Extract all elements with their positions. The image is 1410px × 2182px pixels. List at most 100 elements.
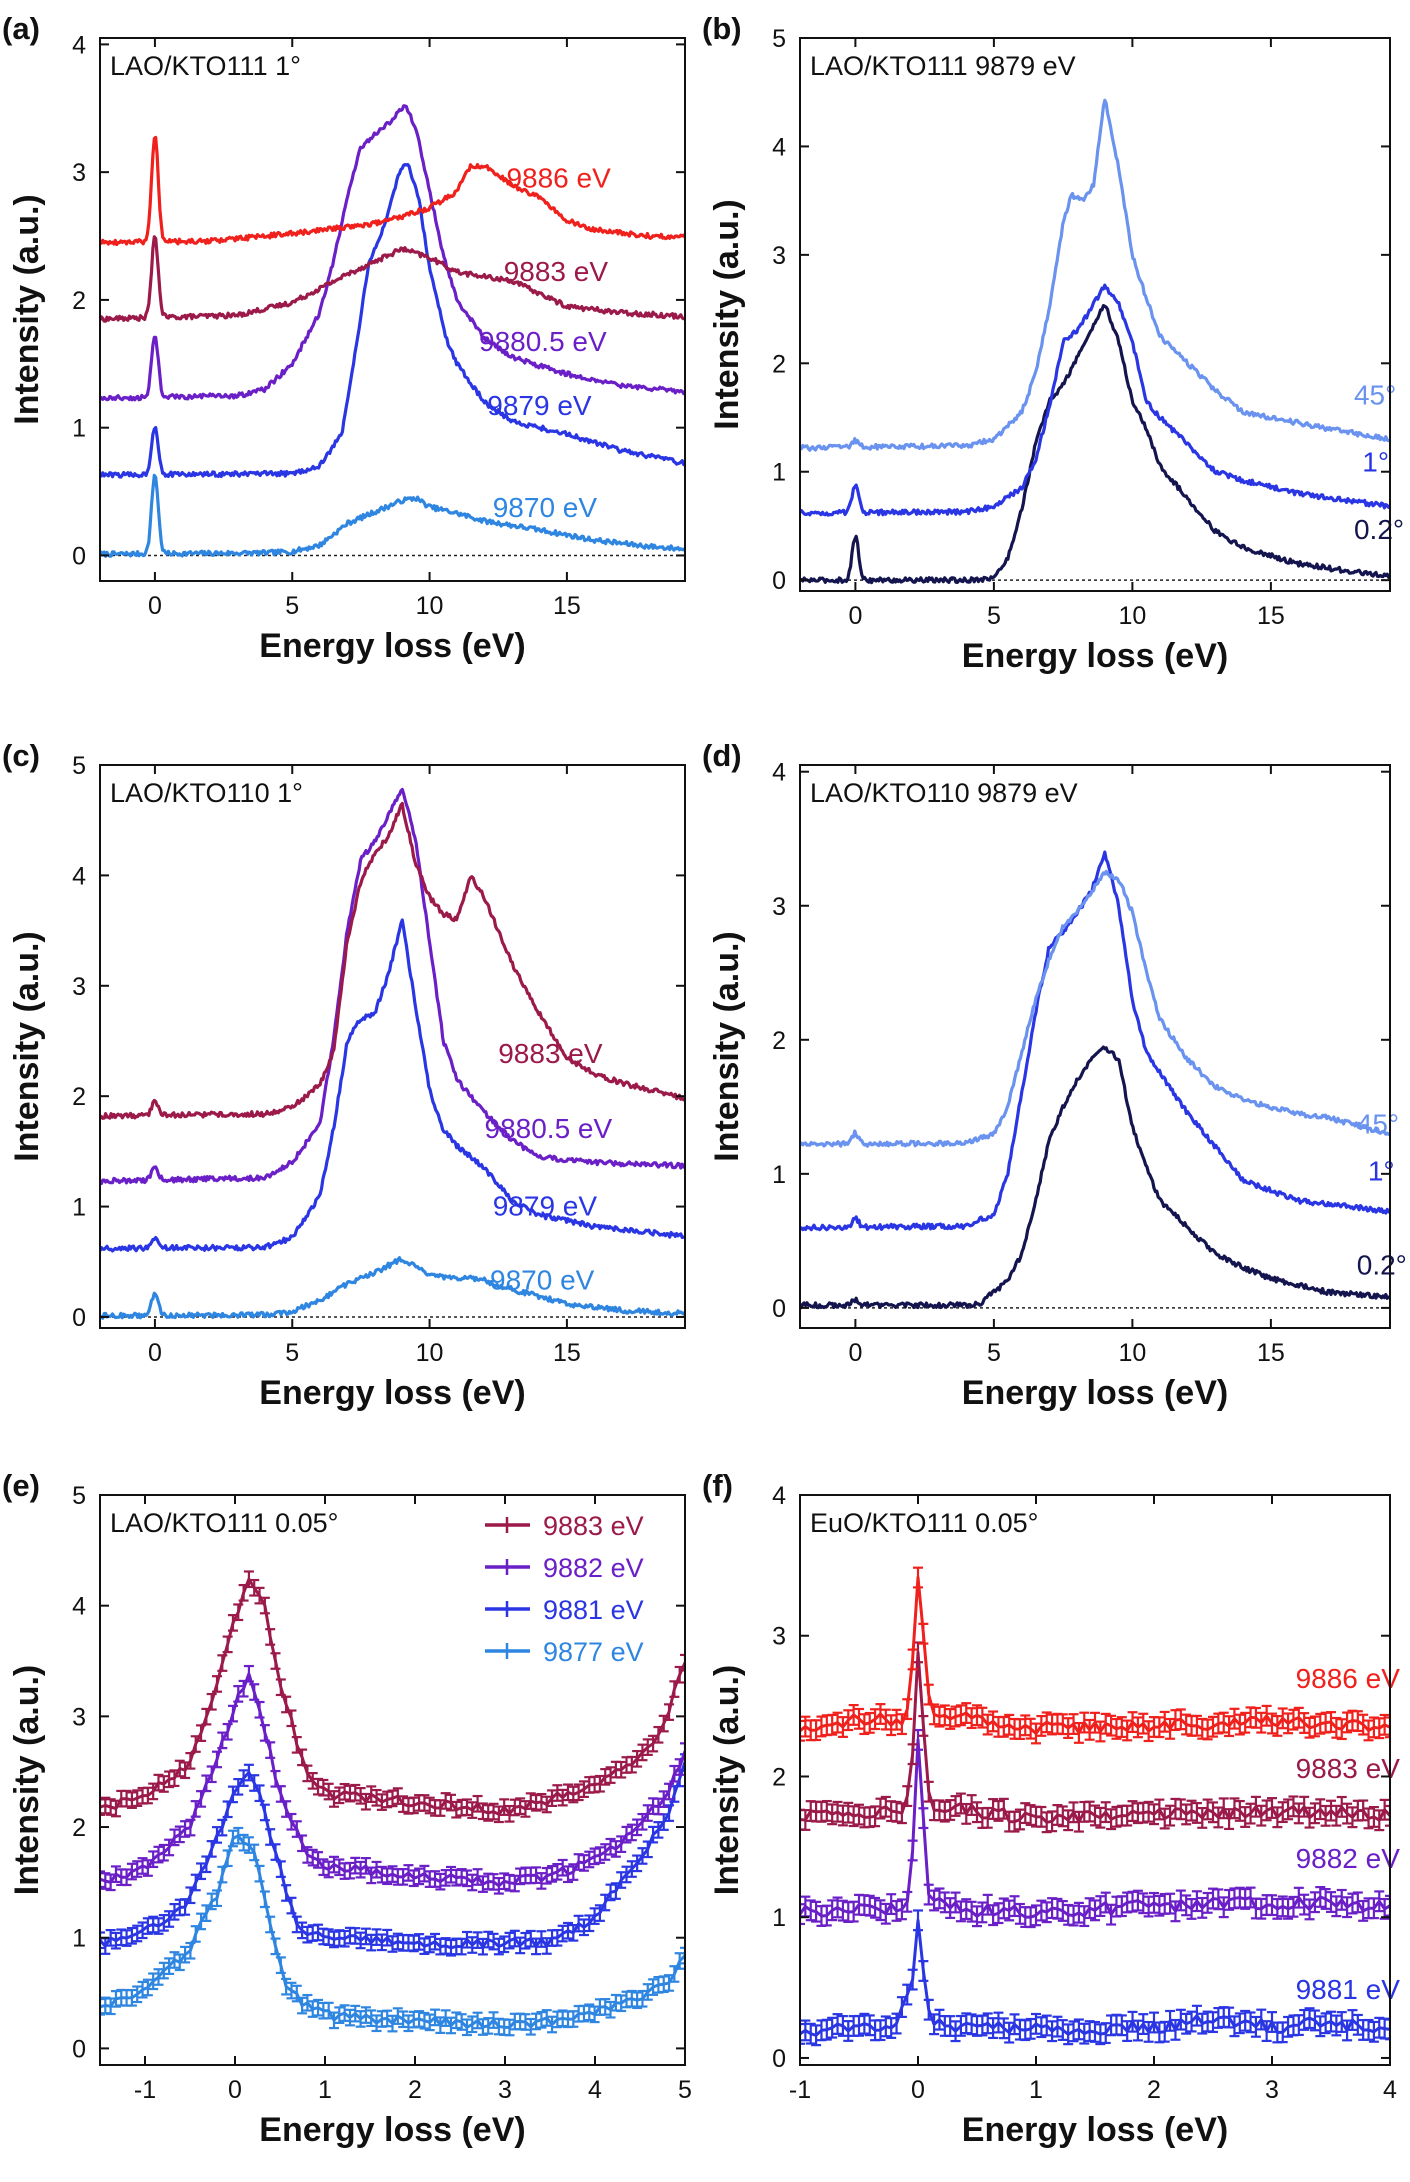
series-line-9870-eV: [100, 473, 685, 558]
x-tick-label: 3: [1265, 2076, 1279, 2104]
x-tick-label: 4: [588, 2076, 602, 2104]
series-line-1-: [800, 850, 1390, 1232]
y-tick-label: 0: [72, 2035, 86, 2063]
y-tick-label: 0: [72, 542, 86, 570]
series-label-0-2-: 0.2°: [1354, 514, 1404, 545]
y-axis-label: Intensity (a.u.): [8, 194, 46, 424]
series-label-9883-eV: 9883 eV: [498, 1038, 603, 1069]
panel-title: LAO/KTO111 1°: [110, 51, 301, 81]
series-label-0-2-: 0.2°: [1357, 1249, 1407, 1280]
errorbars-9881-eV: [100, 1753, 685, 1957]
panel-letter: (e): [2, 1468, 40, 1503]
panel-title: EuO/KTO111 0.05°: [810, 1508, 1038, 1538]
y-axis-label: Intensity (a.u.): [708, 199, 746, 429]
y-axis-label: Intensity (a.u.): [708, 931, 746, 1161]
y-tick-label: 0: [772, 567, 786, 595]
legend-label: 9882 eV: [543, 1553, 644, 1583]
errorbars-9883-eV: [100, 1570, 685, 1824]
x-tick-label: 0: [911, 2076, 925, 2104]
series-label-9879-eV: 9879 eV: [487, 390, 592, 421]
y-tick-label: 4: [72, 862, 86, 890]
panel-a: 9870 eV 9879 eV 9880.5 eV 9883 eV 9886 eV 0 5 1…: [2, 11, 686, 665]
series-line-9883-eV: [100, 801, 685, 1120]
errorbars-9882-eV: [800, 1728, 1390, 1929]
legend-label: 9883 eV: [543, 1511, 644, 1541]
panel-letter: (f): [702, 1468, 733, 1503]
series-label-9870-eV: 9870 eV: [490, 1264, 595, 1295]
y-tick-label: 1: [72, 415, 86, 443]
y-tick-label: 1: [72, 1925, 86, 1953]
x-tick-label: 10: [416, 1339, 444, 1367]
series-line-9886-eV: [100, 135, 685, 247]
x-axis-label: Energy loss (eV): [962, 2111, 1228, 2149]
x-tick-label: 4: [1383, 2076, 1397, 2104]
errorbars-9881-eV: [800, 1909, 1390, 2047]
panel-c: 9870 eV 9879 eV 9880.5 eV 9883 eV 0 5 10 15 0 1 2 3…: [2, 738, 686, 1412]
x-tick-label: 0: [148, 1339, 162, 1367]
y-tick-label: 5: [772, 25, 786, 53]
y-tick-label: 3: [772, 1623, 786, 1651]
series-line-9880-5-eV: [100, 104, 685, 402]
plot-frame: [799, 764, 1391, 1329]
y-tick-label: 1: [772, 459, 786, 487]
series-label-45-: 45°: [1357, 1109, 1399, 1140]
x-tick-label: 10: [1118, 602, 1146, 630]
x-tick-label: -1: [134, 2076, 156, 2104]
x-tick-label: 0: [848, 602, 862, 630]
series-label-9879-eV: 9879 eV: [493, 1190, 598, 1221]
plot-frame: [799, 1494, 1391, 2066]
panel-letter: (c): [2, 738, 40, 773]
series-label-9881-eV: 9881 eV: [1296, 1974, 1401, 2005]
series-label-9882-eV: 9882 eV: [1296, 1843, 1401, 1874]
series-group: [100, 1570, 685, 2037]
x-tick-label: 15: [1257, 602, 1285, 630]
y-tick-label: 2: [772, 1763, 786, 1791]
x-tick-label: 0: [848, 1339, 862, 1367]
errorbars-9883-eV: [800, 1641, 1390, 1834]
series-line-9883-eV: [100, 235, 685, 323]
y-tick-label: 4: [772, 133, 786, 161]
x-tick-label: 10: [1118, 1339, 1146, 1367]
errorbars-9886-eV: [800, 1566, 1390, 1745]
series-label-9883-eV: 9883 eV: [504, 256, 609, 287]
plot-frame: [99, 1494, 686, 2066]
y-tick-label: 2: [72, 1083, 86, 1111]
series-line-9870-eV: [100, 1256, 685, 1320]
errorbars-9882-eV: [100, 1664, 685, 1895]
series-line-0-2-: [800, 304, 1390, 585]
series-group: [100, 787, 685, 1320]
x-tick-label: 0: [148, 592, 162, 620]
y-tick-label: 0: [772, 1295, 786, 1323]
x-tick-label: 15: [1257, 1339, 1285, 1367]
series-line-9879-eV: [100, 163, 685, 479]
y-tick-label: 3: [772, 893, 786, 921]
y-tick-label: 5: [72, 752, 86, 780]
legend: 9883 eV 9882 eV 9881 eV 9877 eV: [485, 1511, 644, 1667]
x-tick-label: -1: [789, 2076, 811, 2104]
y-axis-label: Intensity (a.u.): [8, 931, 46, 1161]
x-axis-label: Energy loss (eV): [962, 637, 1228, 675]
y-tick-label: 1: [772, 1161, 786, 1189]
x-tick-label: 5: [987, 602, 1001, 630]
x-tick-label: 15: [553, 1339, 581, 1367]
y-tick-label: 2: [772, 1027, 786, 1055]
x-tick-label: 15: [553, 592, 581, 620]
x-tick-label: 3: [498, 2076, 512, 2104]
y-tick-label: 2: [72, 287, 86, 315]
y-tick-label: 2: [72, 1814, 86, 1842]
plot-frame: [99, 37, 686, 582]
y-tick-label: 4: [772, 759, 786, 787]
x-tick-label: 2: [1147, 2076, 1161, 2104]
y-tick-label: 2: [772, 350, 786, 378]
y-tick-label: 3: [72, 159, 86, 187]
y-tick-label: 3: [772, 242, 786, 270]
panel-letter: (d): [702, 738, 742, 773]
x-tick-label: 10: [416, 592, 444, 620]
x-tick-label: 5: [285, 592, 299, 620]
y-tick-label: 3: [72, 973, 86, 1001]
plot-frame: [799, 37, 1391, 592]
y-tick-label: 0: [72, 1304, 86, 1332]
